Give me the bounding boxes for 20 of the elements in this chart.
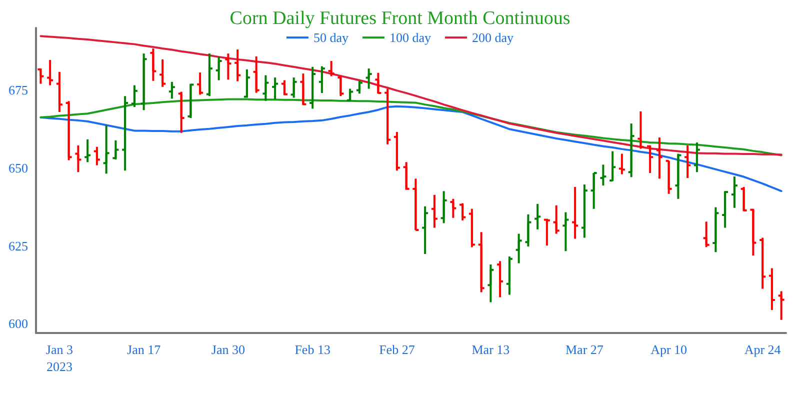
x-tick-label: Mar 13	[472, 342, 510, 357]
x-tick-label: Apr 24	[744, 342, 782, 357]
line-series	[40, 98, 782, 156]
x-tick-label: Jan 30	[211, 342, 245, 357]
x-tick-label: Apr 10	[650, 342, 688, 357]
legend-label: 50 day	[313, 30, 349, 45]
line-series	[40, 105, 782, 192]
y-tick-label: 625	[8, 238, 28, 254]
x-tick-label: Mar 27	[565, 342, 604, 357]
x-tick-label: Jan 17	[127, 342, 162, 357]
legend-label: 200 day	[472, 30, 514, 45]
x-tick-label: Jan 3 2023	[46, 342, 73, 374]
y-tick-label: 600	[8, 316, 28, 332]
chart-title: Corn Daily Futures Front Month Continuous	[230, 8, 570, 29]
x-tick-label: Feb 27	[379, 342, 416, 357]
x-tick-label: Feb 13	[294, 342, 330, 357]
line-series	[40, 35, 782, 156]
legend-label: 100 day	[389, 30, 432, 45]
y-tick-label: 650	[8, 160, 28, 176]
y-tick-label: 675	[8, 82, 28, 98]
